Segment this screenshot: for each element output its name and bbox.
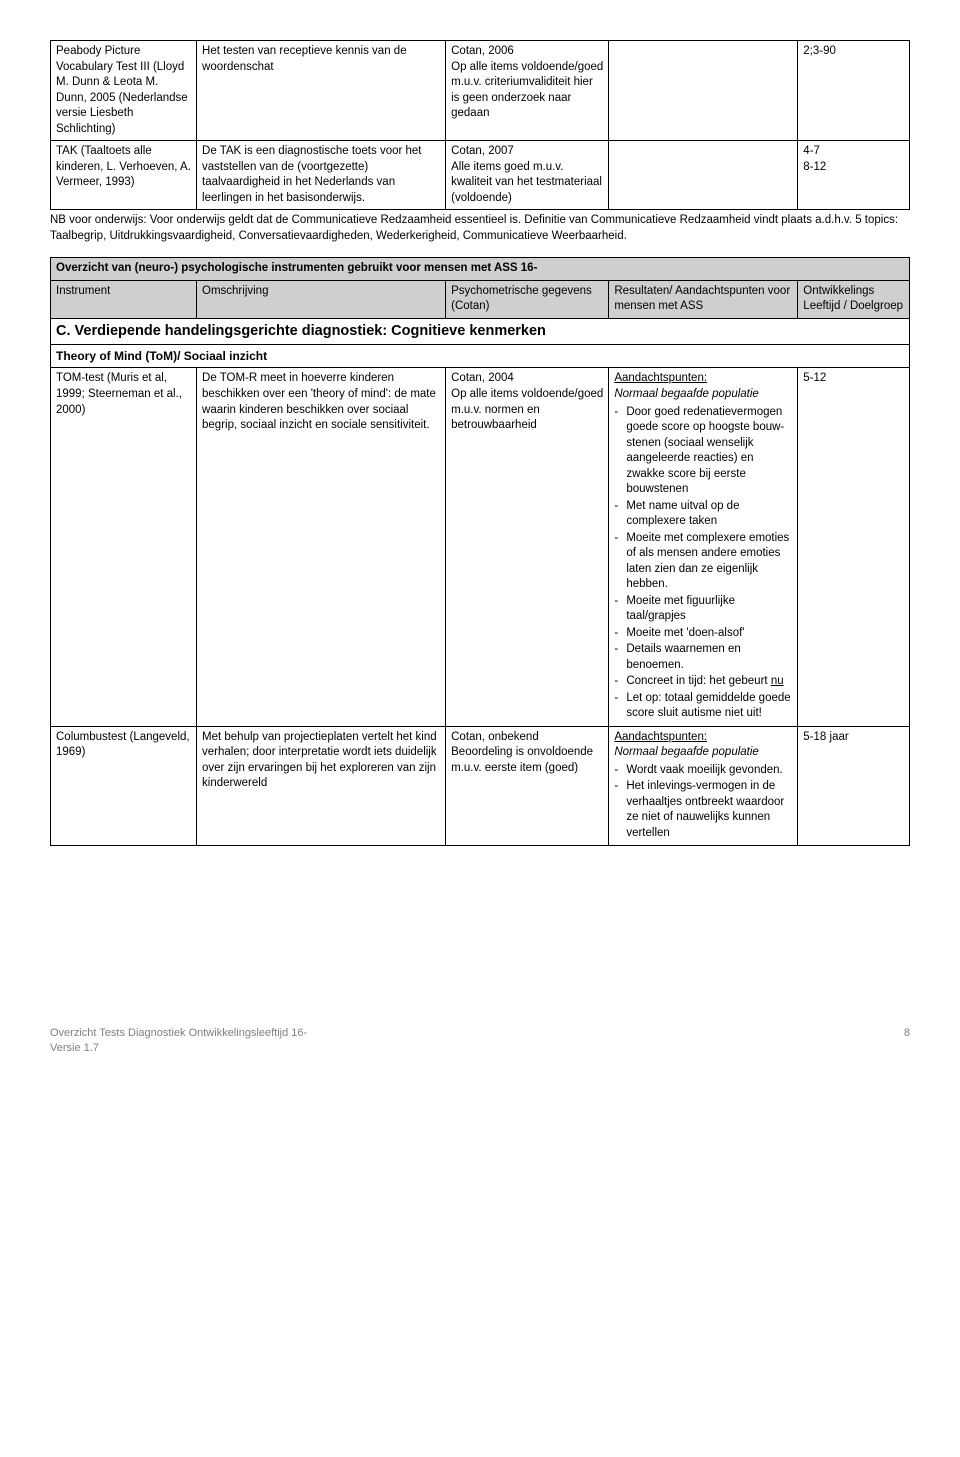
footer-left: Overzicht Tests Diagnostiek Ontwikkeling… xyxy=(50,1026,307,1056)
list-item: Let op: totaal gemiddelde goede score sl… xyxy=(626,691,792,722)
cell-name: TAK (Taaltoets alle kinderen, L. Verhoev… xyxy=(51,141,197,210)
ap-title: Aandachtspunten: xyxy=(614,731,707,743)
header-title: Overzicht van (neuro-) psychologische in… xyxy=(56,262,537,274)
ap-list: Wordt vaak moeilijk gevonden. Het inlevi… xyxy=(614,763,792,842)
list-item: Door goed redenatievermogen goede score … xyxy=(626,405,792,498)
table-row: Peabody Picture Vocabulary Test III (Llo… xyxy=(51,41,910,141)
category-row: C. Verdiepende handelingsgerichte diagno… xyxy=(51,318,910,345)
cell-age: 5-12 xyxy=(798,368,910,726)
cell-desc: De TOM-R meet in hoeverre kinderen besch… xyxy=(197,368,446,726)
li-text: Concreet in tijd: het gebeurt xyxy=(626,675,770,687)
col-instrument: Instrument xyxy=(51,280,197,318)
cell-desc: De TAK is een diagnostische toets voor h… xyxy=(197,141,446,210)
list-item: Het inlevings-vermogen in de verhaaltjes… xyxy=(626,779,792,841)
col-results: Resultaten/ Aandachtspunten voor mensen … xyxy=(609,280,798,318)
cell-empty xyxy=(609,141,798,210)
list-item: Met name uitval op de complexere taken xyxy=(626,499,792,530)
ap-sub: Normaal begaafde populatie xyxy=(614,746,759,758)
cell-desc: Met behulp van projectieplaten vertelt h… xyxy=(197,726,446,846)
ap-sub: Normaal begaafde populatie xyxy=(614,388,759,400)
cell-psy: Cotan, 2006 Op alle items voldoende/goed… xyxy=(446,41,609,141)
note-text: NB voor onderwijs: Voor onderwijs geldt … xyxy=(50,210,910,247)
cell-empty xyxy=(609,41,798,141)
table-row: Columbustest (Langeveld, 1969) Met behul… xyxy=(51,726,910,846)
col-age: Ontwikkelings Leeftijd / Doelgroep xyxy=(798,280,910,318)
cell-name: Columbustest (Langeveld, 1969) xyxy=(51,726,197,846)
cell-desc: Het testen van receptieve kennis van de … xyxy=(197,41,446,141)
category-title: C. Verdiepende handelingsgerichte diagno… xyxy=(51,318,910,345)
cell-age: 4-7 8-12 xyxy=(798,141,910,210)
header-title-row: Overzicht van (neuro-) psychologische in… xyxy=(51,258,910,281)
subcategory-row: Theory of Mind (ToM)/ Sociaal inzicht xyxy=(51,345,910,368)
col-psy: Psychometrische gegevens (Cotan) xyxy=(446,280,609,318)
cell-results: Aandachtspunten: Normaal begaafde popula… xyxy=(609,726,798,846)
table-row: TAK (Taaltoets alle kinderen, L. Verhoev… xyxy=(51,141,910,210)
page-footer: Overzicht Tests Diagnostiek Ontwikkeling… xyxy=(50,1026,910,1056)
list-item: Concreet in tijd: het gebeurt nu xyxy=(626,674,792,690)
col-desc: Omschrijving xyxy=(197,280,446,318)
footer-pagenum: 8 xyxy=(904,1026,910,1056)
ap-list: Door goed redenatievermogen goede score … xyxy=(614,405,792,722)
cell-name: Peabody Picture Vocabulary Test III (Llo… xyxy=(51,41,197,141)
list-item: Moeite met figuurlijke taal/grapjes xyxy=(626,594,792,625)
li-underline: nu xyxy=(771,675,784,687)
cell-psy: Cotan, 2004 Op alle items voldoende/goed… xyxy=(446,368,609,726)
list-item: Moeite met 'doen-alsof' xyxy=(626,626,792,642)
cell-age: 5-18 jaar xyxy=(798,726,910,846)
table-main: Overzicht van (neuro-) psychologische in… xyxy=(50,257,910,846)
cell-psy: Cotan, 2007 Alle items goed m.u.v. kwali… xyxy=(446,141,609,210)
subcategory-title: Theory of Mind (ToM)/ Sociaal inzicht xyxy=(51,345,910,368)
list-item: Moeite met complexere emoties of als men… xyxy=(626,531,792,593)
table-top: Peabody Picture Vocabulary Test III (Llo… xyxy=(50,40,910,210)
cell-results: Aandachtspunten: Normaal begaafde popula… xyxy=(609,368,798,726)
cell-age: 2;3-90 xyxy=(798,41,910,141)
list-item: Details waarnemen en benoemen. xyxy=(626,642,792,673)
cell-name: TOM-test (Muris et al, 1999; Steerneman … xyxy=(51,368,197,726)
ap-title: Aandachtspunten: xyxy=(614,372,707,384)
header-columns-row: Instrument Omschrijving Psychometrische … xyxy=(51,280,910,318)
cell-psy: Cotan, onbekend Beoordeling is onvoldoen… xyxy=(446,726,609,846)
table-row: TOM-test (Muris et al, 1999; Steerneman … xyxy=(51,368,910,726)
list-item: Wordt vaak moeilijk gevonden. xyxy=(626,763,792,779)
